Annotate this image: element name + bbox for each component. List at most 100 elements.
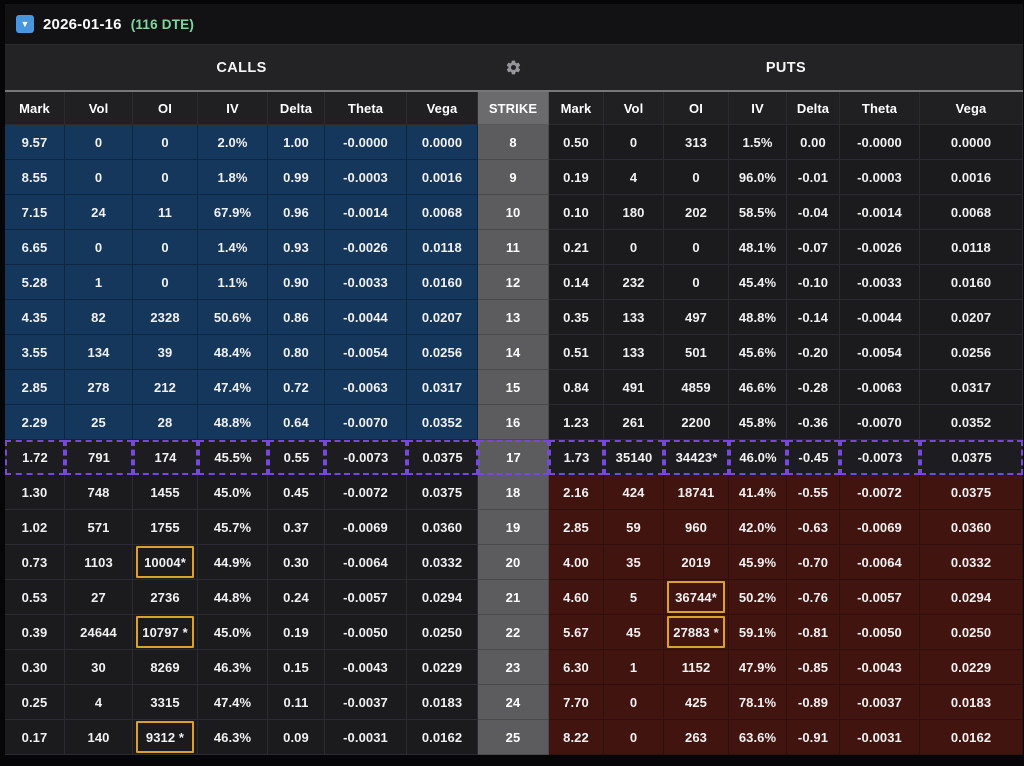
call-vol-cell-s9[interactable]: 0 — [65, 160, 133, 195]
call-vega-cell-s12[interactable]: 0.0160 — [407, 265, 478, 300]
put-delta-cell-s17[interactable]: -0.45 — [787, 440, 840, 475]
put-iv-cell-s10[interactable]: 58.5% — [729, 195, 787, 230]
put-vol-cell-s14[interactable]: 133 — [604, 335, 664, 370]
put-mark-cell-s13[interactable]: 0.35 — [549, 300, 604, 335]
put-iv-cell-s12[interactable]: 45.4% — [729, 265, 787, 300]
strike-cell-19[interactable]: 19 — [478, 510, 549, 545]
call-vega-cell-s8[interactable]: 0.0000 — [407, 125, 478, 160]
put-delta-cell-s10[interactable]: -0.04 — [787, 195, 840, 230]
put-theta-cell-s24[interactable]: -0.0037 — [840, 685, 920, 720]
call-iv-cell-s9[interactable]: 1.8% — [198, 160, 268, 195]
call-mark-cell-s15[interactable]: 2.85 — [5, 370, 65, 405]
put-delta-cell-s11[interactable]: -0.07 — [787, 230, 840, 265]
call-theta-cell-s20[interactable]: -0.0064 — [325, 545, 407, 580]
put-oi-cell-s15[interactable]: 4859 — [664, 370, 729, 405]
put-iv-cell-s20[interactable]: 45.9% — [729, 545, 787, 580]
call-iv-cell-s14[interactable]: 48.4% — [198, 335, 268, 370]
put-theta-cell-s15[interactable]: -0.0063 — [840, 370, 920, 405]
call-delta-cell-s16[interactable]: 0.64 — [268, 405, 325, 440]
put-theta-cell-s20[interactable]: -0.0064 — [840, 545, 920, 580]
call-delta-cell-s15[interactable]: 0.72 — [268, 370, 325, 405]
call-theta-cell-s22[interactable]: -0.0050 — [325, 615, 407, 650]
call-iv-cell-s21[interactable]: 44.8% — [198, 580, 268, 615]
call-delta-cell-s10[interactable]: 0.96 — [268, 195, 325, 230]
call-iv-cell-s23[interactable]: 46.3% — [198, 650, 268, 685]
call-delta-cell-s18[interactable]: 0.45 — [268, 475, 325, 510]
call-vega-cell-s9[interactable]: 0.0016 — [407, 160, 478, 195]
call-delta-cell-s14[interactable]: 0.80 — [268, 335, 325, 370]
put-iv-cell-s24[interactable]: 78.1% — [729, 685, 787, 720]
call-delta-cell-s17[interactable]: 0.55 — [268, 440, 325, 475]
put-iv-cell-s11[interactable]: 48.1% — [729, 230, 787, 265]
put-vol-cell-s23[interactable]: 1 — [604, 650, 664, 685]
call-mark-cell-s19[interactable]: 1.02 — [5, 510, 65, 545]
call-iv-cell-s8[interactable]: 2.0% — [198, 125, 268, 160]
strike-cell-24[interactable]: 24 — [478, 685, 549, 720]
put-vega-cell-s17[interactable]: 0.0375 — [920, 440, 1023, 475]
put-delta-cell-s20[interactable]: -0.70 — [787, 545, 840, 580]
call-vega-cell-s24[interactable]: 0.0183 — [407, 685, 478, 720]
put-vol-cell-s19[interactable]: 59 — [604, 510, 664, 545]
put-theta-cell-s23[interactable]: -0.0043 — [840, 650, 920, 685]
col-header-calls-mark[interactable]: Mark — [5, 92, 65, 125]
call-mark-cell-s8[interactable]: 9.57 — [5, 125, 65, 160]
call-theta-cell-s25[interactable]: -0.0031 — [325, 720, 407, 755]
call-oi-cell-s22[interactable]: 10797 * — [133, 615, 198, 650]
put-oi-cell-s11[interactable]: 0 — [664, 230, 729, 265]
put-iv-cell-s13[interactable]: 48.8% — [729, 300, 787, 335]
call-oi-cell-s15[interactable]: 212 — [133, 370, 198, 405]
put-vega-cell-s25[interactable]: 0.0162 — [920, 720, 1023, 755]
call-oi-cell-s17[interactable]: 174 — [133, 440, 198, 475]
call-oi-cell-s20[interactable]: 10004* — [133, 545, 198, 580]
put-mark-cell-s18[interactable]: 2.16 — [549, 475, 604, 510]
col-header-calls-iv[interactable]: IV — [198, 92, 268, 125]
call-delta-cell-s12[interactable]: 0.90 — [268, 265, 325, 300]
strike-cell-23[interactable]: 23 — [478, 650, 549, 685]
put-vol-cell-s17[interactable]: 35140 — [604, 440, 664, 475]
call-vega-cell-s17[interactable]: 0.0375 — [407, 440, 478, 475]
strike-cell-25[interactable]: 25 — [478, 720, 549, 755]
call-vol-cell-s18[interactable]: 748 — [65, 475, 133, 510]
col-header-puts-theta[interactable]: Theta — [840, 92, 920, 125]
call-vol-cell-s11[interactable]: 0 — [65, 230, 133, 265]
put-theta-cell-s12[interactable]: -0.0033 — [840, 265, 920, 300]
put-oi-cell-s23[interactable]: 1152 — [664, 650, 729, 685]
expiry-header[interactable]: ▼ 2026-01-16 (116 DTE) — [5, 4, 1023, 44]
call-iv-cell-s19[interactable]: 45.7% — [198, 510, 268, 545]
call-vega-cell-s23[interactable]: 0.0229 — [407, 650, 478, 685]
call-iv-cell-s15[interactable]: 47.4% — [198, 370, 268, 405]
put-oi-cell-s16[interactable]: 2200 — [664, 405, 729, 440]
col-header-puts-vega[interactable]: Vega — [920, 92, 1023, 125]
call-mark-cell-s21[interactable]: 0.53 — [5, 580, 65, 615]
put-vol-cell-s11[interactable]: 0 — [604, 230, 664, 265]
put-delta-cell-s23[interactable]: -0.85 — [787, 650, 840, 685]
call-theta-cell-s17[interactable]: -0.0073 — [325, 440, 407, 475]
strike-cell-14[interactable]: 14 — [478, 335, 549, 370]
call-delta-cell-s23[interactable]: 0.15 — [268, 650, 325, 685]
put-theta-cell-s9[interactable]: -0.0003 — [840, 160, 920, 195]
put-vega-cell-s9[interactable]: 0.0016 — [920, 160, 1023, 195]
call-vega-cell-s15[interactable]: 0.0317 — [407, 370, 478, 405]
put-vega-cell-s20[interactable]: 0.0332 — [920, 545, 1023, 580]
put-delta-cell-s24[interactable]: -0.89 — [787, 685, 840, 720]
call-mark-cell-s20[interactable]: 0.73 — [5, 545, 65, 580]
call-mark-cell-s25[interactable]: 0.17 — [5, 720, 65, 755]
put-delta-cell-s25[interactable]: -0.91 — [787, 720, 840, 755]
call-theta-cell-s19[interactable]: -0.0069 — [325, 510, 407, 545]
put-oi-cell-s21[interactable]: 36744* — [664, 580, 729, 615]
call-oi-cell-s8[interactable]: 0 — [133, 125, 198, 160]
put-vega-cell-s15[interactable]: 0.0317 — [920, 370, 1023, 405]
put-theta-cell-s14[interactable]: -0.0054 — [840, 335, 920, 370]
put-delta-cell-s13[interactable]: -0.14 — [787, 300, 840, 335]
call-vol-cell-s13[interactable]: 82 — [65, 300, 133, 335]
call-mark-cell-s18[interactable]: 1.30 — [5, 475, 65, 510]
call-vol-cell-s14[interactable]: 134 — [65, 335, 133, 370]
call-iv-cell-s24[interactable]: 47.4% — [198, 685, 268, 720]
strike-cell-20[interactable]: 20 — [478, 545, 549, 580]
put-vol-cell-s24[interactable]: 0 — [604, 685, 664, 720]
call-vol-cell-s10[interactable]: 24 — [65, 195, 133, 230]
put-theta-cell-s18[interactable]: -0.0072 — [840, 475, 920, 510]
call-vega-cell-s18[interactable]: 0.0375 — [407, 475, 478, 510]
put-theta-cell-s10[interactable]: -0.0014 — [840, 195, 920, 230]
put-vega-cell-s22[interactable]: 0.0250 — [920, 615, 1023, 650]
